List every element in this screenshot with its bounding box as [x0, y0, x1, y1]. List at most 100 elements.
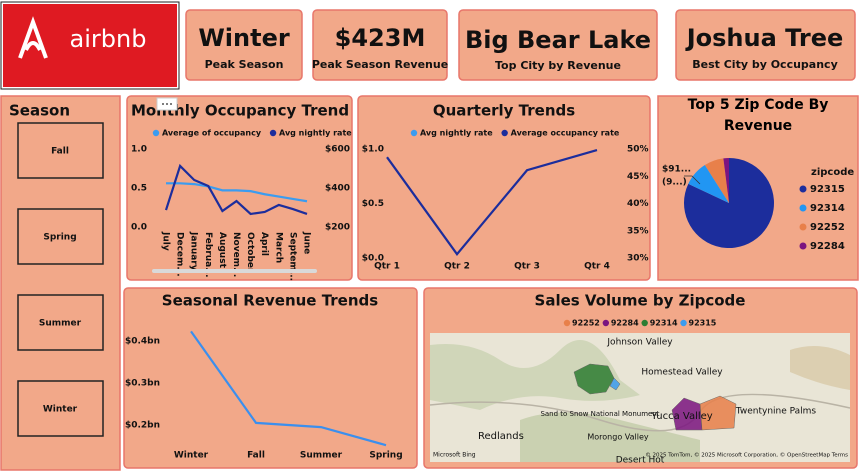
y-tick-label: 1.0 [131, 145, 147, 155]
zip-area [573, 363, 615, 395]
map-label: Twentynine Palms [735, 407, 817, 417]
y2-tick-label: 40% [627, 199, 649, 209]
x-tick-label: August [217, 232, 227, 269]
x-tick-label: Decem... [175, 232, 185, 277]
x-tick-label: Summer [300, 451, 343, 461]
legend-swatch [799, 242, 807, 250]
kpi-label: Peak Season Revenue [312, 58, 448, 71]
slicer-item-label[interactable]: Spring [43, 233, 76, 243]
legend-swatch [799, 204, 807, 212]
kpi-label: Best City by Occupancy [692, 58, 838, 71]
legend-label: 92284 [810, 241, 845, 252]
x-tick-label: Qtr 4 [584, 262, 610, 272]
legend-swatch [680, 319, 687, 327]
kpi-value: Winter [198, 24, 290, 52]
kpi-label: Top City by Revenue [495, 59, 621, 72]
slicer-item[interactable] [17, 122, 104, 179]
y2-tick-label: 45% [627, 172, 649, 182]
zip-area [699, 395, 737, 431]
x-tick-label: Qtr 1 [374, 262, 400, 272]
logo-text: airbnb [70, 25, 147, 53]
legend-label: 92314 [650, 319, 678, 328]
x-tick-label: July [161, 231, 171, 251]
chart-title: Sales Volume by Zipcode [535, 292, 746, 310]
map-label: Morongo Valley [587, 433, 649, 442]
y2-tick-label: $200 [325, 223, 350, 233]
x-tick-label: March [273, 232, 283, 263]
x-tick-label: Septem... [287, 232, 297, 281]
legend-label: 92252 [572, 319, 600, 328]
chart-title: Quarterly Trends [433, 102, 575, 120]
logo-icon [18, 16, 48, 59]
legend-swatch [501, 129, 508, 137]
legend-label: Avg nightly rate [420, 129, 493, 138]
slicer-item[interactable] [17, 294, 104, 351]
map-road [429, 393, 851, 432]
legend-label: Average of occupancy [162, 129, 262, 138]
y2-tick-label: 35% [627, 226, 649, 236]
map-label: Homestead Valley [641, 368, 723, 378]
visual-menu-dot [166, 103, 168, 105]
kpi-value: Joshua Tree [685, 24, 844, 52]
y-tick-label: $1.0 [362, 145, 384, 155]
x-tick-label: Spring [369, 451, 402, 461]
y2-tick-label: $400 [325, 184, 350, 194]
legend-label: 92252 [810, 222, 845, 233]
legend-label: 92284 [611, 319, 639, 328]
visual-menu-dot [162, 103, 164, 105]
y-tick-label: $0.3bn [125, 379, 160, 389]
map-label: Sand to Snow National Monument [540, 410, 659, 418]
legend-swatch [152, 129, 160, 137]
chart-title: Top 5 Zip Code By Revenue [687, 97, 829, 134]
y2-tick-label: 50% [627, 145, 649, 155]
chart-title: Seasonal Revenue Trends [162, 292, 378, 310]
legend-swatch [641, 319, 648, 327]
y-tick-label: $0.4bn [125, 337, 160, 347]
legend-swatch [269, 129, 277, 137]
legend-label: Average occupancy rate [511, 129, 620, 138]
y-tick-label: 0.0 [131, 223, 147, 233]
series-line [190, 330, 387, 447]
chart-panel [123, 287, 418, 469]
kpi-label: Peak Season [205, 58, 284, 71]
x-tick-label: Novem... [231, 232, 241, 277]
data-label: $91... [662, 165, 691, 175]
visual-menu-dot [170, 103, 172, 105]
x-tick-label: October [245, 232, 255, 273]
series-line [166, 182, 308, 203]
data-label: (9...) [662, 178, 687, 188]
x-tick-label: Februa... [203, 232, 213, 278]
chart-panel [357, 95, 651, 281]
legend-swatch [602, 319, 610, 327]
legend-label: Avg nightly rate [279, 129, 352, 138]
scrollbar[interactable] [152, 269, 317, 273]
legend-title: zipcode [811, 167, 854, 178]
map-terrain [520, 412, 700, 462]
slicer-title: Season [9, 102, 70, 120]
x-tick-label: April [259, 232, 269, 256]
logo-background [3, 4, 177, 87]
map-label: Johnson Valley [606, 338, 673, 348]
chart-title-box: Top 5 Zip Code By Revenue [687, 97, 829, 134]
y2-tick-label: 30% [627, 254, 649, 264]
slicer-item[interactable] [17, 380, 104, 437]
map-provider: Microsoft Bing [433, 452, 476, 459]
chart-panel [126, 95, 353, 281]
legend-label: 92315 [810, 184, 845, 195]
y2-tick-label: $600 [325, 145, 350, 155]
pie-slice [688, 165, 729, 203]
slicer-item[interactable] [17, 208, 104, 265]
pie-slice [704, 158, 729, 203]
map-label: Redlands [478, 431, 524, 442]
x-tick-label: January [189, 231, 199, 271]
slicer-item-label[interactable]: Winter [43, 405, 78, 415]
legend-label: 92314 [810, 203, 845, 214]
slicer-item-label[interactable]: Fall [51, 147, 69, 157]
kpi-card [458, 9, 658, 81]
kpi-card [185, 9, 303, 81]
y-tick-label: $0.5 [362, 199, 384, 209]
x-tick-label: Qtr 2 [444, 262, 470, 272]
chart-title: Monthly Occupancy Trend [131, 102, 349, 120]
slicer-item-label[interactable]: Summer [39, 319, 82, 329]
